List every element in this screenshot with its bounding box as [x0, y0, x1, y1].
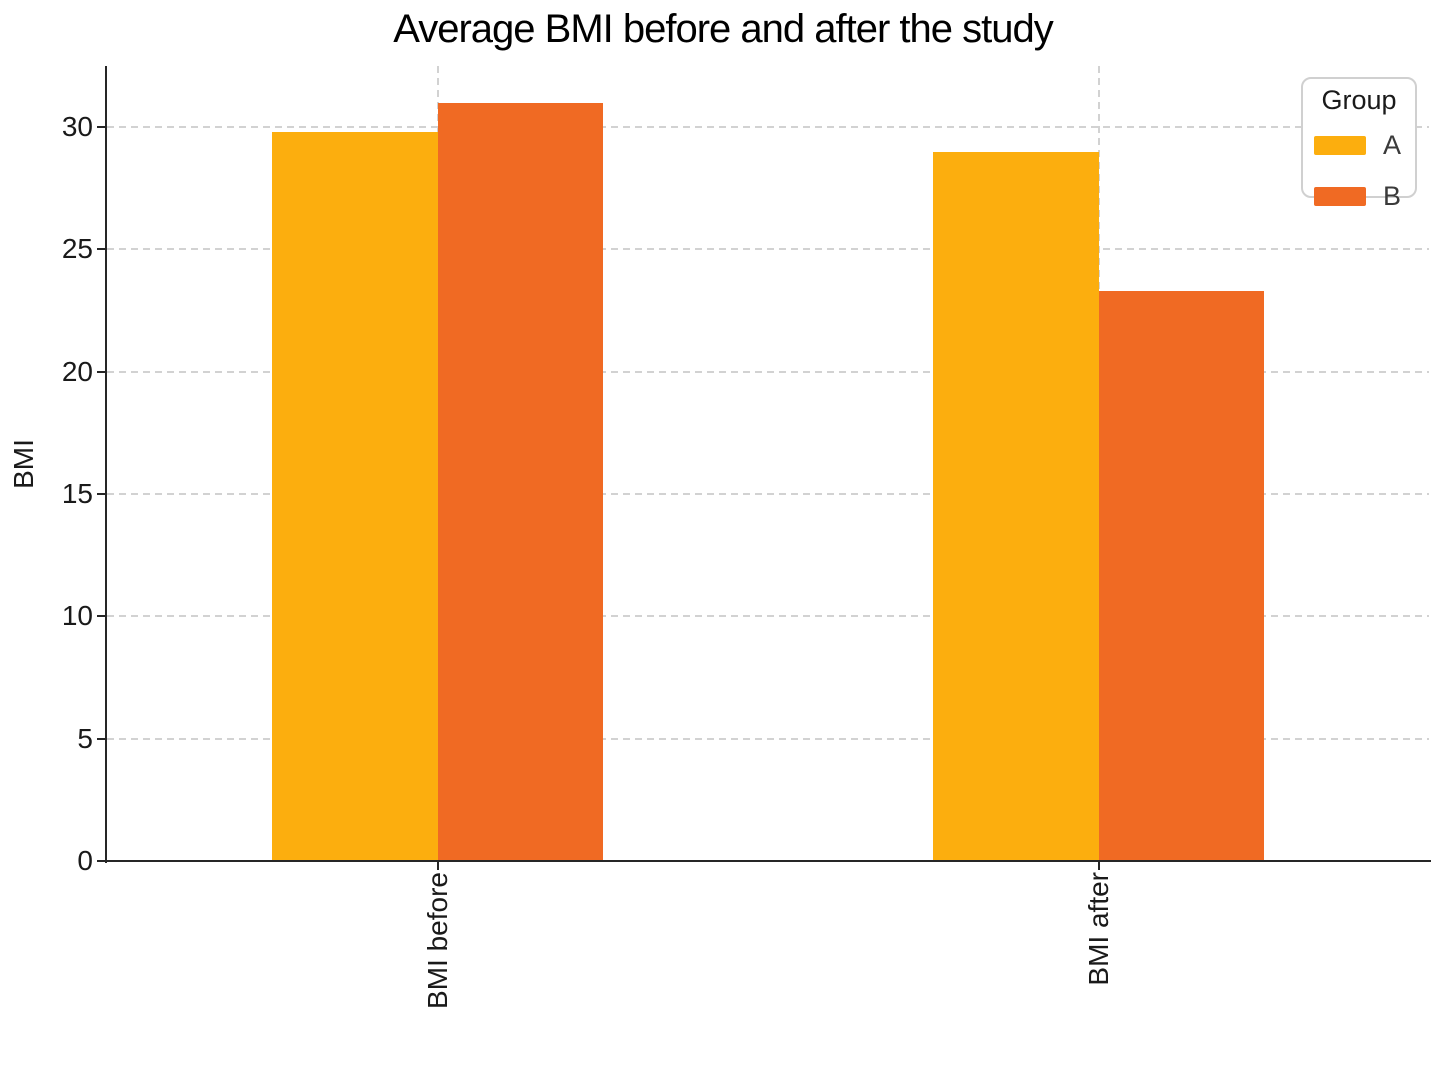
y-tick-mark — [97, 370, 105, 373]
legend-title: Group — [1321, 85, 1397, 115]
legend-item-a: A — [1314, 130, 1405, 161]
x-tick-label: BMI before — [421, 872, 453, 1009]
y-tick-mark — [97, 493, 105, 496]
y-tick-mark — [97, 737, 105, 740]
y-tick-label: 25 — [61, 233, 93, 265]
y-tick-mark — [97, 860, 105, 862]
y-gridline — [107, 615, 1429, 618]
y-tick-label: 10 — [61, 600, 93, 632]
y-tick-label: 30 — [61, 111, 93, 143]
y-tick-label: 20 — [61, 355, 93, 387]
bar-a-1 — [272, 132, 438, 861]
y-tick-mark — [97, 126, 105, 129]
legend-item-b: B — [1314, 181, 1405, 212]
x-tick-mark — [1097, 862, 1100, 870]
y-gridline — [107, 370, 1429, 373]
chart-title: Average BMI before and after the study — [393, 7, 1053, 51]
bar-b-1 — [437, 102, 603, 861]
y-gridline — [107, 126, 1429, 129]
legend-label-b: B — [1382, 181, 1401, 211]
bar-a-2 — [933, 151, 1099, 861]
y-gridline — [107, 493, 1429, 496]
y-tick-label: 15 — [61, 478, 93, 510]
x-axis-line — [105, 860, 1431, 862]
y-tick-mark — [97, 615, 105, 618]
y-gridline — [107, 737, 1429, 740]
legend-swatch-b — [1314, 187, 1366, 206]
y-tick-label: 0 — [77, 845, 93, 876]
y-gridline — [107, 248, 1429, 251]
legend-label-a: A — [1382, 130, 1401, 160]
bar-b-2 — [1098, 291, 1264, 861]
y-tick-label: 5 — [77, 722, 93, 754]
legend-swatch-a — [1314, 136, 1366, 155]
y-tick-mark — [97, 248, 105, 251]
y-axis-line — [105, 66, 107, 863]
x-tick-mark — [436, 862, 439, 870]
x-tick-label: BMI after — [1082, 872, 1114, 986]
